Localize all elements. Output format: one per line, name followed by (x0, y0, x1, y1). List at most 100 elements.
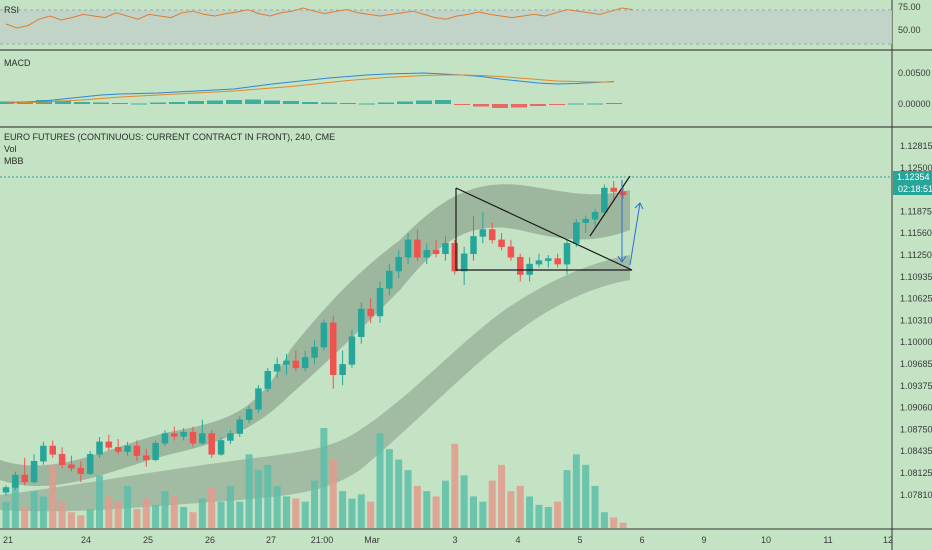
macd-histogram-bar (568, 103, 584, 105)
macd-histogram-bar (302, 102, 318, 104)
time-axis[interactable]: 21 24 25 26 27 21:00 Mar 3 4 5 6 9 10 11 12 (3, 535, 893, 545)
volume-bar (96, 475, 103, 528)
candle-body (2, 487, 10, 493)
candle-body (601, 187, 608, 213)
candle-body (479, 229, 487, 237)
candle-body (451, 243, 459, 272)
volume-bar (507, 491, 515, 528)
candle-body (255, 388, 262, 410)
volume-bar (311, 480, 319, 528)
macd-histogram-bar (530, 104, 546, 106)
macd-histogram-bar (321, 102, 337, 104)
rsi-band-fill (0, 10, 892, 44)
price-tick-label: 1.09685 (900, 359, 932, 369)
candle-body (292, 360, 300, 369)
macd-histogram-bar (207, 100, 223, 104)
candle-body (414, 239, 421, 258)
candle-body (30, 460, 38, 483)
price-tick-label: 1.09060 (900, 403, 932, 413)
candle-body (591, 211, 599, 220)
trendline-drawing[interactable] (589, 175, 631, 237)
volume-bar (554, 501, 562, 528)
macd-histogram-bar (283, 101, 299, 104)
volume-bar (273, 485, 281, 528)
candle-body (348, 336, 356, 365)
price-tick-label: 1.09375 (900, 381, 932, 391)
volume-bar (58, 501, 66, 528)
candle-body (124, 445, 131, 452)
macd-histogram-bar (397, 101, 413, 104)
volume-bar (245, 454, 253, 528)
time-tick-label: 24 (81, 535, 91, 545)
candle-body (619, 191, 627, 196)
macd-histogram-bar (549, 104, 565, 105)
macd-pane-label: MACD (4, 58, 31, 68)
volume-bar (301, 501, 309, 528)
volume-bar (582, 464, 590, 528)
candle-body (68, 464, 75, 469)
time-tick-label: 11 (823, 535, 832, 545)
candle-body (114, 447, 122, 452)
price-tick-label: 1.07810 (900, 490, 932, 500)
price-tick-label: 1.12500 (900, 163, 932, 173)
rsi-series-line (5, 7, 634, 29)
time-tick-label: 21 (3, 535, 13, 545)
volume-bar (161, 491, 169, 528)
volume-bar (441, 480, 449, 528)
macd-histogram-bar (188, 101, 204, 104)
triangle-pattern-drawing[interactable] (455, 187, 633, 271)
volume-bar (423, 491, 431, 528)
candle-body (545, 258, 552, 261)
candlesticks (2, 181, 627, 496)
volume-bar (488, 480, 496, 528)
candle-body (301, 357, 309, 369)
volume-bar (170, 496, 178, 528)
volume-bar (610, 517, 618, 528)
volume-bar (320, 428, 328, 528)
macd-histogram-bar (435, 100, 451, 104)
volume-bar (572, 454, 580, 528)
volume-bar (544, 506, 552, 528)
projection-arrow-up[interactable] (629, 202, 641, 266)
volume-bar (198, 498, 206, 528)
time-tick-label: 3 (452, 535, 457, 545)
candle-body (171, 433, 178, 437)
volume-bar (142, 498, 150, 528)
time-tick-label: 27 (266, 535, 276, 545)
candle-body (367, 308, 374, 317)
volume-bar (479, 501, 487, 528)
candle-body (386, 270, 393, 289)
candle-body (245, 409, 253, 420)
macd-histogram-bar (416, 100, 432, 104)
macd-histogram-bar (378, 102, 394, 104)
macd-histogram-bar (492, 104, 508, 108)
candle-body (470, 236, 477, 254)
candle-body (339, 364, 346, 376)
price-tick-label: 1.11875 (900, 206, 932, 216)
volume-bar (124, 485, 132, 528)
candle-body (152, 442, 159, 461)
macd-histogram-bar (93, 102, 109, 104)
time-tick-label: 10 (761, 535, 771, 545)
time-tick-label: Mar (364, 535, 380, 545)
candle-body (161, 433, 169, 444)
macd-tick-zero: 0.00000 (898, 99, 931, 109)
volume-bar (339, 491, 347, 528)
price-tick-label: 1.10310 (900, 315, 932, 325)
macd-histogram-bar (359, 103, 375, 105)
volume-bar (329, 459, 337, 528)
rsi-tick-high: 75.00 (898, 2, 921, 12)
candle-body (535, 260, 543, 265)
price-tick-label: 1.08750 (900, 424, 932, 434)
countdown-tag (893, 183, 932, 195)
current-price-value: 1.12354 (897, 172, 930, 182)
macd-line (5, 72, 615, 103)
candle-body (404, 239, 412, 258)
candle-body (442, 243, 449, 254)
candle-body (460, 253, 468, 272)
volume-bars (2, 428, 627, 528)
volume-bar (67, 512, 75, 528)
candle-body (498, 239, 505, 248)
